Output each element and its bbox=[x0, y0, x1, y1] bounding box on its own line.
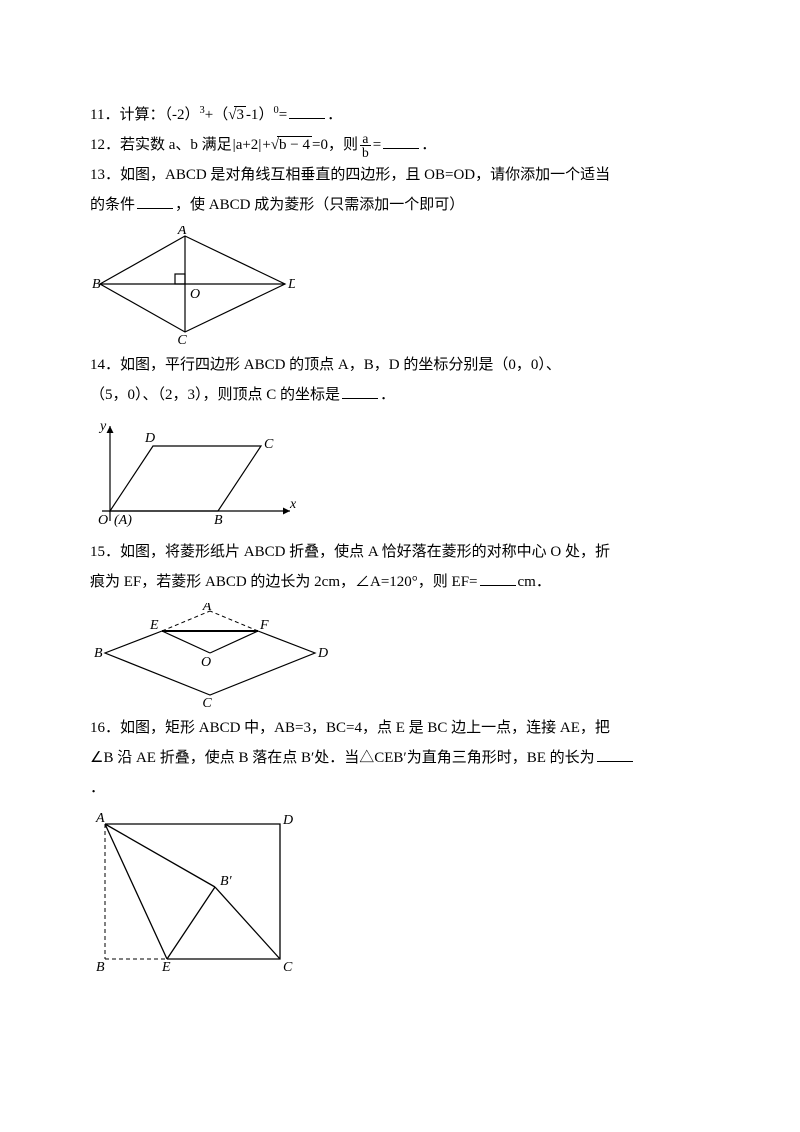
q16-blank[interactable] bbox=[597, 748, 633, 763]
q14-l2b: ． bbox=[380, 387, 395, 403]
q12-period: ． bbox=[421, 137, 436, 153]
q15-l2b: cm． bbox=[518, 574, 551, 590]
figure-q16: A D B E C B′ bbox=[90, 809, 295, 974]
q11-paren1: ） bbox=[184, 107, 199, 123]
q13-label-a: A bbox=[177, 226, 187, 238]
q14-l1: ．如图，平行四边形 ABCD 的顶点 A，B，D 的坐标分别是（0，0）、 bbox=[105, 357, 561, 373]
q15-l2a: 痕为 EF，若菱形 ABCD 的边长为 2cm，∠A=120°，则 EF= bbox=[90, 574, 478, 590]
q14-label-a: (A) bbox=[114, 513, 132, 528]
q11-blank[interactable] bbox=[289, 105, 325, 120]
q15-ea-dash bbox=[162, 611, 210, 631]
q15-num: 15 bbox=[90, 544, 105, 560]
q12-prefix: ．若实数 a、b 满足 bbox=[105, 137, 232, 153]
exam-page: 11．计算：（-2）3+（√3-1）0=． 12．若实数 a、b 满足|a+2|… bbox=[0, 0, 800, 1040]
q13-label-o: O bbox=[190, 287, 200, 302]
q14-num: 14 bbox=[90, 357, 105, 373]
q12-sqrt: √b − 4 bbox=[271, 130, 312, 160]
q12-frac: ab bbox=[360, 132, 371, 160]
q13-label-d: D bbox=[287, 277, 295, 292]
q13-l2b: ，使 ABCD 成为菱形（只需添加一个即可） bbox=[175, 197, 464, 213]
q12-plus: + bbox=[262, 137, 270, 153]
q15-label-b: B bbox=[94, 646, 103, 661]
q15-blank[interactable] bbox=[480, 572, 516, 587]
question-16-line1: 16．如图，矩形 ABCD 中，AB=3，BC=4，点 E 是 BC 边上一点，… bbox=[90, 713, 710, 743]
q16-ebp bbox=[167, 887, 215, 959]
q14-label-b: B bbox=[214, 513, 223, 528]
q11-neg2: -2 bbox=[172, 107, 185, 123]
question-13-line2: 的条件 ，使 ABCD 成为菱形（只需添加一个即可） bbox=[90, 190, 710, 220]
q12-num: 12 bbox=[90, 137, 105, 153]
q16-label-b: B bbox=[96, 960, 105, 974]
q13-right-angle bbox=[175, 274, 185, 284]
q11-num: 11 bbox=[90, 107, 104, 123]
q14-label-d: D bbox=[144, 431, 155, 446]
q14-label-y: y bbox=[98, 419, 107, 434]
q12-eq: = bbox=[373, 137, 381, 153]
question-16-line3: ． bbox=[90, 773, 710, 803]
q13-num: 13 bbox=[90, 167, 105, 183]
q11-sqrt: √3 bbox=[228, 100, 246, 130]
figure-q14: y x O (A) B D C bbox=[90, 416, 300, 531]
question-16-line2: ∠B 沿 AE 折叠，使点 B 落在点 B′处．当△CEB′为直角三角形时，BE… bbox=[90, 743, 710, 773]
q11-period: ． bbox=[327, 107, 342, 123]
q13-l2a: 的条件 bbox=[90, 197, 135, 213]
q13-label-b: B bbox=[92, 277, 101, 292]
question-14-line1: 14．如图，平行四边形 ABCD 的顶点 A，B，D 的坐标分别是（0，0）、 bbox=[90, 350, 710, 380]
q15-fo bbox=[210, 631, 258, 653]
q16-abp bbox=[105, 824, 215, 887]
q16-rect-solid bbox=[105, 824, 280, 959]
q14-label-c: C bbox=[264, 437, 274, 452]
question-15-line1: 15．如图，将菱形纸片 ABCD 折叠，使点 A 恰好落在菱形的对称中心 O 处… bbox=[90, 537, 710, 567]
q15-eo bbox=[162, 631, 210, 653]
q11-eq: = bbox=[279, 107, 287, 123]
q11-paren2: ） bbox=[258, 107, 273, 123]
q12-comma: ，则 bbox=[328, 137, 358, 153]
question-15-line2: 痕为 EF，若菱形 ABCD 的边长为 2cm，∠A=120°，则 EF= cm． bbox=[90, 567, 710, 597]
figure-q13: A B C D O bbox=[90, 226, 295, 344]
q15-label-f: F bbox=[259, 618, 269, 633]
q12-abs-inner: a+2 bbox=[236, 137, 259, 153]
q15-label-a: A bbox=[202, 603, 212, 614]
q13-label-c: C bbox=[177, 333, 187, 344]
q14-blank[interactable] bbox=[342, 385, 378, 400]
q16-label-bp: B′ bbox=[220, 874, 233, 889]
q16-l2a: ∠B 沿 AE 折叠，使点 B 落在点 B′处．当△CEB′为直角三角形时，BE… bbox=[90, 750, 595, 766]
q14-l2a: （5，0）、（2，3），则顶点 C 的坐标是 bbox=[90, 387, 340, 403]
question-14-line2: （5，0）、（2，3），则顶点 C 的坐标是 ． bbox=[90, 380, 710, 410]
q12-eqzero: =0 bbox=[312, 137, 328, 153]
q14-label-o: O bbox=[98, 513, 108, 528]
question-13-line1: 13．如图，ABCD 是对角线互相垂直的四边形，且 OB=OD，请你添加一个适当 bbox=[90, 160, 710, 190]
q12-frac-den: b bbox=[360, 146, 371, 160]
q15-l1: ．如图，将菱形纸片 ABCD 折叠，使点 A 恰好落在菱形的对称中心 O 处，折 bbox=[105, 544, 610, 560]
q14-label-x: x bbox=[289, 497, 297, 512]
q15-label-e: E bbox=[149, 618, 159, 633]
q16-label-c: C bbox=[283, 960, 293, 974]
q15-fa-dash bbox=[210, 611, 258, 631]
figure-q15: A B C D E F O bbox=[90, 603, 330, 707]
q13-blank[interactable] bbox=[137, 195, 173, 210]
q12-abs: |a+2| bbox=[232, 137, 263, 153]
q16-label-d: D bbox=[282, 813, 293, 828]
q14-parallelogram bbox=[110, 446, 261, 511]
q13-l1: ．如图，ABCD 是对角线互相垂直的四边形，且 OB=OD，请你添加一个适当 bbox=[105, 167, 610, 183]
q11-minus1: -1 bbox=[246, 107, 259, 123]
q16-label-a: A bbox=[95, 811, 105, 826]
q16-l3: ． bbox=[90, 780, 105, 796]
q11-sqrt-arg: 3 bbox=[234, 106, 246, 123]
q16-label-e: E bbox=[161, 960, 171, 974]
q16-ae bbox=[105, 824, 167, 959]
q16-l1: ．如图，矩形 ABCD 中，AB=3，BC=4，点 E 是 BC 边上一点，连接… bbox=[105, 720, 610, 736]
question-12: 12．若实数 a、b 满足|a+2|+√b − 4=0，则ab= ． bbox=[90, 130, 710, 160]
q12-frac-num: a bbox=[360, 132, 371, 147]
q12-blank[interactable] bbox=[383, 135, 419, 150]
q15-label-o: O bbox=[201, 655, 211, 670]
question-11: 11．计算：（-2）3+（√3-1）0=． bbox=[90, 100, 710, 130]
q11-plus: +（ bbox=[205, 107, 228, 123]
q15-label-c: C bbox=[202, 696, 212, 707]
q16-bpc bbox=[215, 887, 280, 959]
q16-num: 16 bbox=[90, 720, 105, 736]
q15-label-d: D bbox=[317, 646, 328, 661]
q11-prefix: ．计算：（ bbox=[104, 107, 172, 123]
q12-sqrt-arg: b − 4 bbox=[277, 136, 312, 153]
